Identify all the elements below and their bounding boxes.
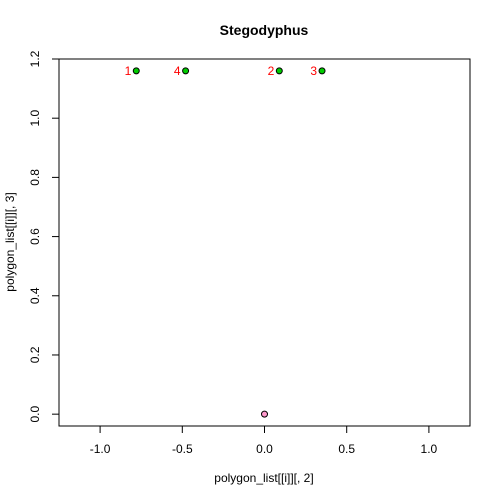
point-label: 4 — [174, 64, 181, 78]
y-tick-label: 1.2 — [28, 50, 42, 67]
y-axis: 0.0 0.2 0.4 0.6 0.8 1.0 1.2 — [28, 50, 60, 423]
points-layer: 1 2 3 4 — [125, 64, 326, 418]
data-point — [182, 67, 190, 75]
data-point — [275, 67, 283, 75]
y-tick-label: 0.8 — [28, 169, 42, 186]
x-axis: -1.0 -0.5 0.0 0.5 1.0 — [90, 425, 438, 456]
chart-title: Stegodyphus — [220, 22, 309, 38]
x-tick-label: 1.0 — [421, 442, 438, 456]
y-tick-label: 0.0 — [28, 405, 42, 422]
x-tick-label: 0.0 — [256, 442, 273, 456]
point-label: 3 — [310, 64, 317, 78]
data-point — [132, 67, 140, 75]
point-label: 1 — [125, 64, 132, 78]
x-tick-label: 0.5 — [338, 442, 355, 456]
data-point — [261, 410, 268, 418]
data-point — [318, 67, 326, 75]
y-tick-label: 1.0 — [28, 110, 42, 127]
x-tick-label: -1.0 — [90, 442, 111, 456]
x-axis-title: polygon_list[[i]][, 2] — [214, 471, 313, 485]
y-tick-label: 0.6 — [28, 228, 42, 245]
point-label: 2 — [268, 64, 275, 78]
y-tick-label: 0.2 — [28, 346, 42, 363]
x-tick-label: -0.5 — [172, 442, 193, 456]
y-tick-label: 0.4 — [28, 287, 42, 304]
y-axis-title: polygon_list[[i]][, 3] — [3, 192, 17, 291]
